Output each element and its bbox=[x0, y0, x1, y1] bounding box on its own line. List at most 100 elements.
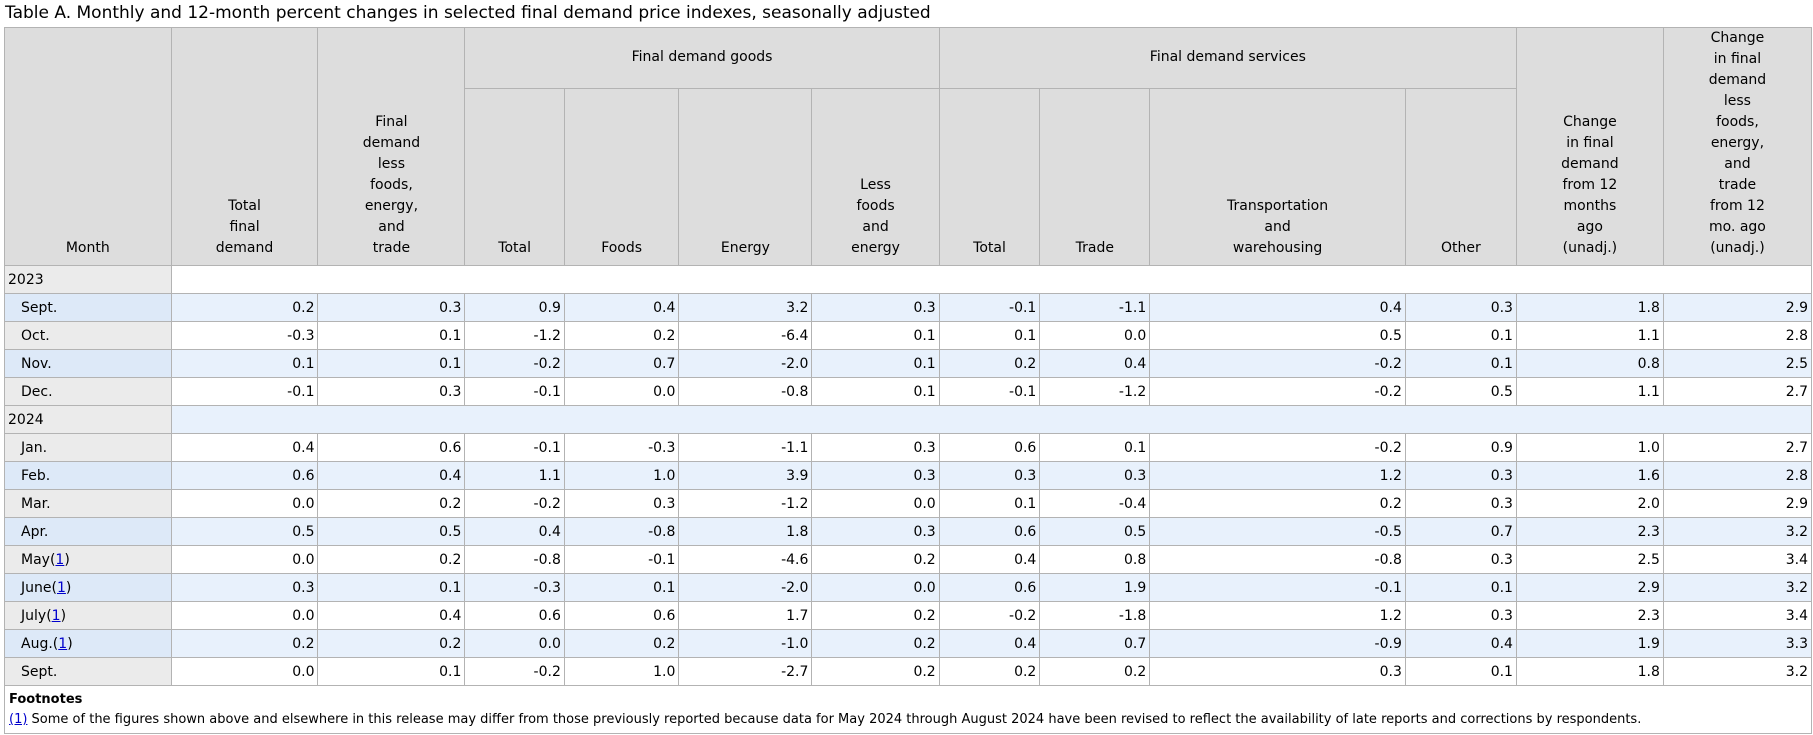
table-cell: -0.1 bbox=[1149, 573, 1406, 602]
header-line: demand bbox=[1561, 156, 1619, 172]
table-cell: 1.8 bbox=[1515, 293, 1664, 322]
header-line: foods bbox=[856, 198, 895, 214]
header-line: less bbox=[377, 156, 405, 172]
header-line: ago bbox=[1576, 219, 1603, 235]
footnote-ref-link[interactable]: 1 bbox=[58, 635, 68, 652]
header-services-transportation: Transportation and warehousing bbox=[1149, 87, 1406, 267]
row-month-label: Dec. bbox=[21, 383, 53, 400]
table-cell: -0.8 bbox=[678, 377, 813, 406]
table-cell: 2.5 bbox=[1662, 349, 1813, 378]
table-cell: 0.0 bbox=[170, 489, 319, 518]
table-cell: 0.4 bbox=[1404, 629, 1517, 658]
table-cell: 0.3 bbox=[1149, 657, 1406, 686]
header-total-final-demand: Total final demand bbox=[170, 27, 319, 266]
table-cell: 0.6 bbox=[563, 601, 680, 630]
header-line: Total bbox=[973, 240, 1006, 256]
table-cell: 0.4 bbox=[938, 545, 1041, 574]
footnote-ref-link[interactable]: 1 bbox=[51, 607, 61, 624]
table-cell: -4.6 bbox=[678, 545, 813, 574]
table-cell: 1.1 bbox=[1515, 321, 1664, 350]
table-cell: 1.0 bbox=[563, 461, 680, 490]
table-cell: 1.8 bbox=[1515, 657, 1664, 686]
table-cell: -0.8 bbox=[1149, 545, 1406, 574]
table-cell: 0.0 bbox=[464, 629, 565, 658]
table-cell: -0.2 bbox=[938, 601, 1041, 630]
header-group-goods: Final demand goods bbox=[464, 27, 940, 89]
table-cell: 0.3 bbox=[1039, 461, 1151, 490]
header-goods-foods: Foods bbox=[563, 87, 680, 267]
table-cell: 0.2 bbox=[938, 657, 1041, 686]
header-line: energy, bbox=[1710, 135, 1765, 151]
footnote-1-link[interactable]: (1) bbox=[9, 712, 28, 727]
table-cell: 0.9 bbox=[1404, 433, 1517, 462]
table-cell: 0.4 bbox=[563, 293, 680, 322]
table-cell: 0.1 bbox=[938, 489, 1041, 518]
footnotes-title: Footnotes bbox=[9, 692, 83, 707]
table-cell: 2.0 bbox=[1515, 489, 1664, 518]
header-line: Total bbox=[498, 240, 531, 256]
table-cell: 0.8 bbox=[1039, 545, 1151, 574]
table-cell: 0.2 bbox=[938, 349, 1041, 378]
table-cell: -0.3 bbox=[464, 573, 565, 602]
table-cell: 1.1 bbox=[464, 461, 565, 490]
header-line: energy bbox=[851, 240, 900, 256]
footnotes: Footnotes (1) Some of the figures shown … bbox=[4, 685, 1812, 734]
row-month-label: Sept. bbox=[21, 299, 58, 316]
table-cell: -0.1 bbox=[938, 293, 1041, 322]
table-cell: 0.3 bbox=[1404, 461, 1517, 490]
table-cell: 3.2 bbox=[678, 293, 813, 322]
table-cell: -1.8 bbox=[1039, 601, 1151, 630]
table-cell: 1.2 bbox=[1149, 461, 1406, 490]
table-cell: 0.1 bbox=[317, 657, 466, 686]
year-label: 2023 bbox=[4, 265, 172, 294]
table-cell: -0.2 bbox=[464, 489, 565, 518]
row-month-label: June bbox=[21, 579, 52, 596]
table-cell: 0.6 bbox=[938, 517, 1041, 546]
table-cell: 0.4 bbox=[1039, 349, 1151, 378]
table-cell: -6.4 bbox=[678, 321, 813, 350]
table-cell: 0.2 bbox=[170, 629, 319, 658]
footnote-ref-link[interactable]: 1 bbox=[55, 551, 65, 568]
header-change-final-demand: Change in final demand from 12 months ago (una… bbox=[1515, 27, 1664, 266]
header-line: demand bbox=[1708, 72, 1767, 88]
table-row: June(1) 0.3 0.1 -0.3 0.1 -2.0 0.0 0.6 1.9 -0.1 0.1… bbox=[4, 573, 1813, 602]
footnote-1-text: Some of the figures shown above and else… bbox=[27, 712, 1642, 727]
table-cell: 2.8 bbox=[1662, 321, 1813, 350]
row-month: Sept. bbox=[4, 657, 172, 686]
table-cell: 0.7 bbox=[563, 349, 680, 378]
table-row: Mar. 0.0 0.2 -0.2 0.3 -1.2 0.0 0.1 -0.4 0.2 0.3 2.0… bbox=[4, 489, 1813, 518]
table-cell: 0.4 bbox=[317, 601, 466, 630]
table-cell: 0.1 bbox=[1404, 573, 1517, 602]
header-line: mo. ago bbox=[1708, 219, 1766, 235]
table-cell: 0.1 bbox=[1404, 657, 1517, 686]
table-cell: 2.7 bbox=[1662, 377, 1813, 406]
row-month-label: Apr. bbox=[21, 523, 49, 540]
table-cell: -0.1 bbox=[464, 377, 565, 406]
table-cell: 1.0 bbox=[563, 657, 680, 686]
footnote-ref-link[interactable]: 1 bbox=[56, 579, 66, 596]
header-services-other: Other bbox=[1404, 87, 1517, 267]
header-line: demand bbox=[362, 135, 421, 151]
year-row-fill bbox=[170, 405, 1813, 434]
table-cell: 0.3 bbox=[563, 489, 680, 518]
header-goods-energy: Energy bbox=[678, 87, 813, 267]
table-cell: 3.9 bbox=[678, 461, 813, 490]
table-cell: -0.9 bbox=[1149, 629, 1406, 658]
table-cell: -2.7 bbox=[678, 657, 813, 686]
table-cell: 0.7 bbox=[1404, 517, 1517, 546]
table-cell: 0.2 bbox=[317, 545, 466, 574]
table-row: Jan. 0.4 0.6 -0.1 -0.3 -1.1 0.3 0.6 0.1 -0.2 0.9 1.… bbox=[4, 433, 1813, 462]
table-cell: 0.3 bbox=[317, 293, 466, 322]
header-line: (unadj.) bbox=[1710, 240, 1765, 256]
table-cell: 0.5 bbox=[1149, 321, 1406, 350]
header-services-total: Total bbox=[938, 87, 1041, 267]
table-cell: 0.2 bbox=[811, 601, 940, 630]
row-month: Aug.(1) bbox=[4, 629, 172, 658]
table-cell: -2.0 bbox=[678, 573, 813, 602]
table-cell: 0.1 bbox=[317, 321, 466, 350]
header-line: Energy bbox=[720, 240, 770, 256]
table-cell: 0.3 bbox=[811, 433, 940, 462]
table-cell: 0.3 bbox=[811, 461, 940, 490]
header-group-services: Final demand services bbox=[938, 27, 1517, 89]
header-line: from 12 bbox=[1562, 177, 1618, 193]
